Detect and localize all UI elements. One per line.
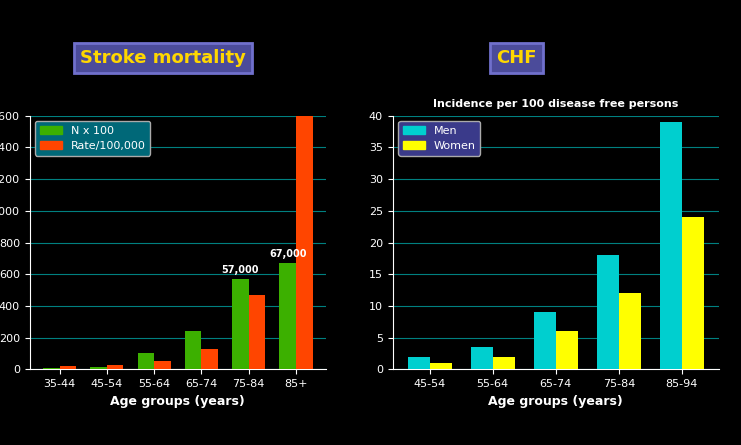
Text: Incidence per 100 disease free persons: Incidence per 100 disease free persons — [433, 99, 679, 109]
Bar — [43, 368, 60, 369]
Bar — [659, 122, 682, 369]
X-axis label: Age groups (years): Age groups (years) — [488, 395, 623, 408]
Text: Stroke mortality: Stroke mortality — [80, 49, 246, 67]
Text: 67,000: 67,000 — [269, 249, 307, 259]
Bar — [430, 363, 452, 369]
Bar — [90, 367, 107, 369]
Bar — [556, 331, 578, 369]
Bar — [471, 347, 493, 369]
Bar — [202, 349, 218, 369]
Bar — [296, 116, 313, 369]
Bar — [154, 360, 170, 369]
Legend: Men, Women: Men, Women — [398, 121, 480, 156]
Bar — [60, 366, 76, 369]
Bar — [232, 279, 249, 369]
Bar — [493, 357, 515, 369]
Bar — [279, 263, 296, 369]
Bar — [408, 357, 430, 369]
Text: CHF: CHF — [496, 49, 537, 67]
Bar — [138, 353, 154, 369]
Bar — [534, 312, 556, 369]
Bar — [619, 293, 641, 369]
Text: 57,000: 57,000 — [222, 265, 259, 275]
Bar — [597, 255, 619, 369]
X-axis label: Age groups (years): Age groups (years) — [110, 395, 245, 408]
Bar — [249, 295, 265, 369]
Bar — [107, 364, 124, 369]
Legend: N x 100, Rate/100,000: N x 100, Rate/100,000 — [35, 121, 150, 156]
Bar — [682, 217, 704, 369]
Bar — [185, 331, 202, 369]
